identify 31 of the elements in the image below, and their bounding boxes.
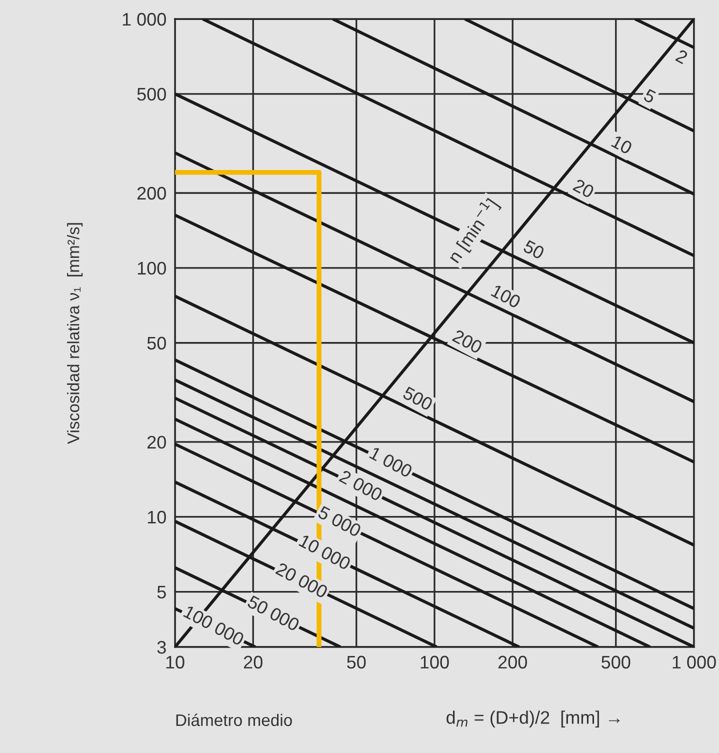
x-tick-label: 50 <box>347 656 366 669</box>
y-tick-label: 1 000 <box>122 12 166 26</box>
x-tick-label: 200 <box>498 656 527 669</box>
annotation: 2 000 <box>338 470 384 502</box>
y-tick-label: 10 <box>148 510 166 524</box>
y-tick-label: 20 <box>147 436 166 449</box>
annotation: n [min$^{−1}$] <box>444 196 502 266</box>
x-tick-label: 20 <box>244 656 262 669</box>
annotation: 100 <box>490 284 522 309</box>
annotation: 100 000 <box>183 605 245 646</box>
annotation: 500 <box>402 386 434 411</box>
annotation: 200 <box>452 329 484 354</box>
annotation: 10 <box>611 134 633 155</box>
y-tick-label: 200 <box>137 186 166 200</box>
y-tick-label: 3 <box>157 640 166 654</box>
y-tick-label: 50 <box>147 336 166 350</box>
x-tick-label: 10 <box>166 656 184 669</box>
annotation: 2 <box>675 49 688 64</box>
text: d$_{m}$ = (D+d)/2 [mm] → <box>446 710 620 728</box>
x-tick-label: 1 000 <box>672 656 716 669</box>
annotation: 5 <box>642 88 656 104</box>
y-tick-label: 500 <box>137 88 166 101</box>
y-axis-title: Viscosidad relativa ν₁ [mm²/s] <box>67 223 83 444</box>
annotation: 50 000 <box>246 594 300 632</box>
y-tick-label: 5 <box>157 586 166 598</box>
x-tick-label: 500 <box>602 656 630 669</box>
x-tick-label: 100 <box>420 656 449 669</box>
x-axis-title: Diámetro medio <box>176 714 292 726</box>
y-tick-label: 100 <box>138 262 166 275</box>
annotation: 50 <box>522 240 546 260</box>
annotation: 20 <box>572 178 595 198</box>
